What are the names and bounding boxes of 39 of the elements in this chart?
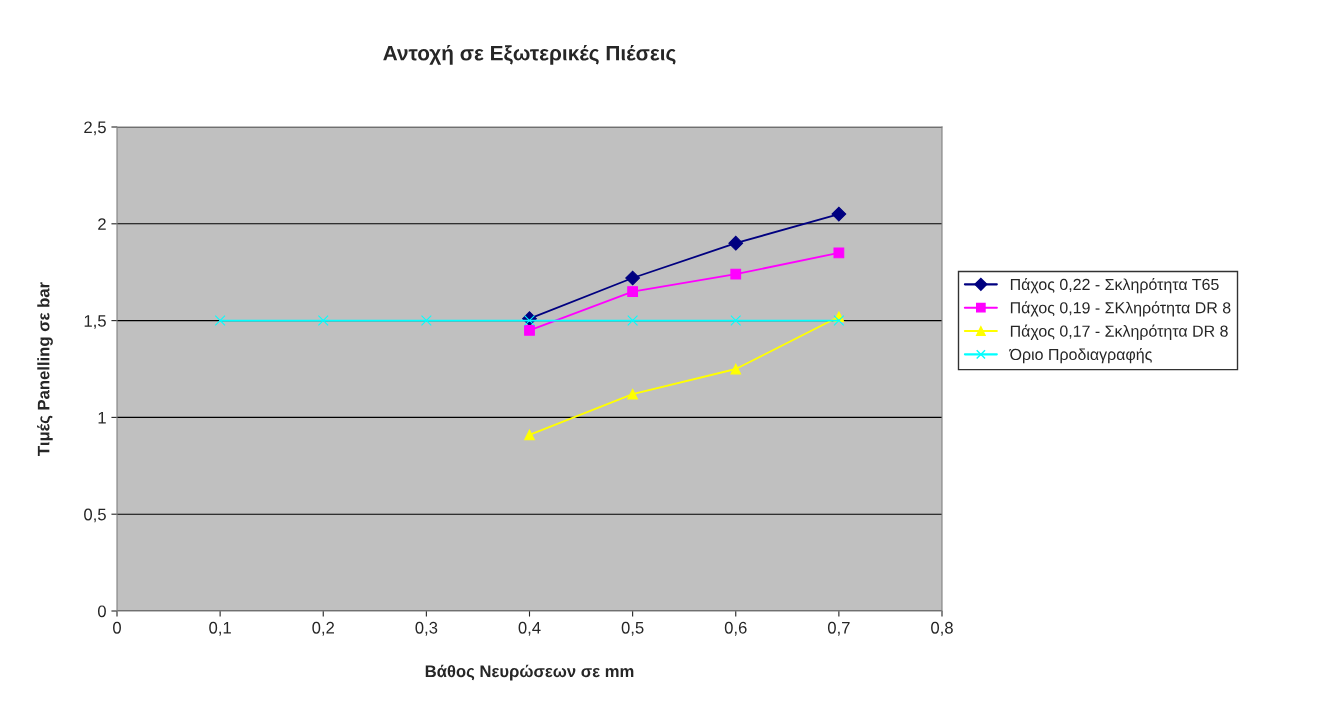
point bbox=[524, 324, 535, 336]
y-tick-label: 2 bbox=[98, 218, 106, 230]
point bbox=[524, 315, 535, 326]
x-tick-label: 0,7 bbox=[827, 621, 850, 636]
y-axis-title: Τιμές Panelling σε bar bbox=[37, 282, 53, 456]
point bbox=[627, 286, 639, 297]
y-tick-label: 0 bbox=[97, 605, 106, 618]
legend-label: Πάχος 0,19 - ΣΚληρότητα DR 8 bbox=[1010, 301, 1231, 317]
point bbox=[524, 429, 535, 441]
y-tick-label: 0,5 bbox=[84, 508, 106, 523]
x-tick-label: 0,2 bbox=[312, 621, 334, 636]
chart-title: Αντοχή σε Εξωτερικές Πιέσεις bbox=[383, 44, 676, 65]
point bbox=[627, 315, 639, 326]
point bbox=[730, 363, 742, 375]
x-axis-title: Βάθος Νευρώσεων σε mm bbox=[425, 664, 634, 681]
x-tick-label: 0,8 bbox=[931, 621, 953, 636]
x-tick-label: 0,6 bbox=[724, 621, 747, 636]
point bbox=[728, 235, 744, 251]
point bbox=[833, 247, 845, 259]
point bbox=[833, 315, 845, 326]
x-tick-label: 0 bbox=[113, 621, 121, 634]
legend-label: Όριο Προδιαγραφής bbox=[1009, 347, 1152, 364]
x-tick-label: 0,5 bbox=[621, 621, 644, 636]
x-tick-label: 0,4 bbox=[518, 621, 541, 636]
x-tick-label: 0,3 bbox=[415, 621, 438, 636]
point bbox=[214, 315, 226, 326]
y-tick-label: 1,5 bbox=[84, 315, 106, 329]
point bbox=[831, 206, 847, 222]
x-tick-label: 0,1 bbox=[209, 621, 231, 636]
point bbox=[317, 315, 329, 326]
y-tick-label: 1 bbox=[98, 411, 106, 424]
point bbox=[625, 270, 641, 286]
y-tick-label: 2,5 bbox=[84, 121, 106, 136]
legend-label: Πάχος 0,22 - Σκληρότητα T65 bbox=[1010, 277, 1219, 294]
point bbox=[730, 268, 742, 280]
point bbox=[420, 315, 432, 326]
legend-label: Πάχος 0,17 - Σκληρότητα DR 8 bbox=[1010, 324, 1228, 340]
point bbox=[627, 388, 639, 400]
point bbox=[730, 315, 742, 326]
